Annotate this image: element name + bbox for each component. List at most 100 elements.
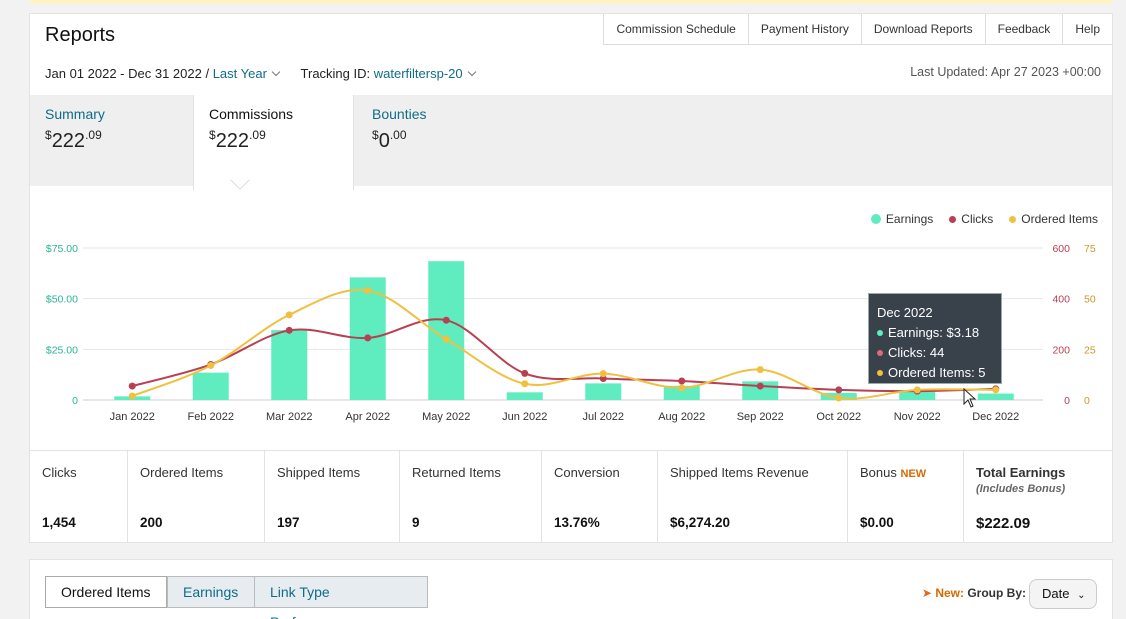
stat-total-earnings: Total Earnings (Includes Bonus) $222.09 [976, 465, 1066, 532]
left-axis-tick: $75.00 [46, 243, 78, 255]
tab-link-type-performance[interactable]: Link Type Performance [254, 576, 428, 619]
tab-label: Bounties [372, 106, 427, 122]
right-axis-clicks-tick: 0 [1064, 395, 1070, 407]
tab-bounties[interactable]: Bounties $0.00 [357, 95, 507, 190]
last-updated: Last Updated: Apr 27 2023 +00:00 [910, 65, 1101, 79]
tracking-label: Tracking ID: [300, 66, 371, 81]
tab-amount: $222.09 [45, 128, 102, 152]
mouse-cursor-icon [963, 388, 977, 408]
help-link[interactable]: Help [1062, 14, 1112, 45]
ordered-items-point [521, 380, 529, 388]
tab-summary[interactable]: Summary $222.09 [30, 95, 193, 190]
stat-conversion: Conversion 13.76% [542, 451, 658, 543]
earnings-bar [977, 393, 1014, 400]
x-axis-tick: Jul 2022 [582, 411, 624, 423]
new-badge: NEW [900, 468, 927, 480]
chevron-down-icon[interactable] [467, 67, 476, 77]
legend-clicks[interactable]: Clicks [949, 212, 993, 226]
earnings-bar [271, 330, 308, 400]
earnings-bar [585, 383, 622, 400]
tab-ordered-items[interactable]: Ordered Items [45, 576, 167, 608]
ordered-items-line [131, 288, 996, 400]
date-range: Jan 01 2022 - Dec 31 2022 / [45, 66, 210, 81]
right-axis-clicks-tick: 400 [1052, 294, 1070, 306]
earnings-bar [192, 372, 229, 400]
stat-shipped-items: Shipped Items 197 [265, 451, 400, 543]
ordered-items-point [442, 335, 450, 343]
clicks-point [835, 386, 843, 394]
clicks-point [128, 382, 136, 390]
earnings-bar [663, 385, 700, 400]
left-axis-tick: $50.00 [46, 294, 78, 306]
ordered-items-point [835, 394, 843, 402]
tab-earnings[interactable]: Earnings [167, 576, 255, 608]
clicks-point [442, 316, 450, 324]
x-axis-tick: Dec 2022 [972, 411, 1019, 423]
x-axis-tick: Jan 2022 [110, 411, 155, 423]
chevron-down-icon: ⌄ [1077, 590, 1086, 601]
clicks-point [364, 334, 372, 342]
chevron-down-icon[interactable] [271, 67, 281, 77]
stat-bonus: Bonus NEW $0.00 [848, 451, 964, 543]
tooltip-ordered: Ordered Items: 5 [888, 365, 986, 380]
tooltip-clicks: Clicks: 44 [888, 345, 945, 360]
rocket-icon: ➤ [921, 586, 932, 600]
legend-ordered-items[interactable]: Ordered Items [1009, 212, 1098, 226]
x-axis-tick: Apr 2022 [345, 411, 390, 423]
ordered-items-point [364, 287, 372, 295]
tab-commissions[interactable]: Commissions $222.09 [193, 95, 354, 190]
x-axis-tick: Oct 2022 [816, 411, 861, 423]
stat-returned-items: Returned Items 9 [400, 451, 542, 543]
right-axis-clicks-tick: 600 [1052, 243, 1070, 255]
ordered-items-point [913, 386, 921, 394]
clicks-point [756, 382, 764, 390]
stats-row: Clicks 1,454 Ordered Items 200 Shipped Ite… [30, 450, 1112, 543]
page-title: Reports [45, 24, 116, 46]
ordered-items-point [678, 384, 686, 392]
stat-clicks: Clicks 1,454 [30, 451, 128, 543]
group-by-select[interactable]: Date ⌄ [1029, 579, 1097, 609]
right-axis-items-tick: 50 [1084, 294, 1096, 306]
earnings-bar [899, 391, 936, 400]
period-selector[interactable]: Last Year [212, 66, 267, 81]
group-by: ➤ New: Group By: [922, 586, 1026, 600]
feedback-link[interactable]: Feedback [984, 14, 1063, 45]
new-label: New: [935, 586, 964, 600]
ordered-items-point [285, 311, 293, 319]
commission-schedule-link[interactable]: Commission Schedule [603, 14, 748, 45]
x-axis-tick: Sep 2022 [737, 411, 784, 423]
report-links: Commission Schedule Payment History Down… [603, 14, 1112, 45]
ordered-items-point [992, 386, 1000, 394]
right-axis-items-tick: 75 [1084, 243, 1096, 255]
left-axis-tick: 0 [72, 395, 78, 407]
download-reports-link[interactable]: Download Reports [860, 14, 985, 45]
reports-card: Reports Commission Schedule Payment Hist… [29, 13, 1113, 543]
tracking-id-selector[interactable]: waterfiltersp-20 [373, 66, 463, 81]
x-axis-tick: Jun 2022 [502, 411, 547, 423]
clicks-point [678, 377, 686, 385]
earnings-bar [506, 392, 543, 400]
ordered-items-point [756, 366, 764, 374]
bottom-panel: Ordered Items Earnings Link Type Perform… [29, 559, 1113, 619]
payment-history-link[interactable]: Payment History [747, 14, 861, 45]
group-by-label: Group By: [967, 586, 1026, 600]
x-axis-tick: Nov 2022 [894, 411, 941, 423]
ordered-items-point [207, 362, 215, 370]
x-axis-tick: May 2022 [422, 411, 470, 423]
chart-legend: Earnings Clicks Ordered Items [870, 212, 1098, 226]
tooltip-title: Dec 2022 [877, 305, 933, 320]
chart-tooltip: Dec 2022 Earnings: $3.18 Clicks: 44 Orde… [868, 293, 1002, 384]
tooltip-earnings: Earnings: $3.18 [888, 325, 980, 340]
tab-label: Summary [45, 106, 105, 122]
x-axis-tick: Mar 2022 [266, 411, 312, 423]
stat-ordered-items: Ordered Items 200 [128, 451, 265, 543]
summary-tabs: Summary $222.09 Commissions $222.09 Boun… [30, 95, 1112, 190]
x-axis-tick: Aug 2022 [658, 411, 705, 423]
clicks-point [599, 374, 607, 382]
tab-label: Commissions [209, 106, 294, 122]
right-axis-items-tick: 0 [1084, 395, 1090, 407]
earnings-chart: $75.00 600 75 $50.00 400 50 $25.00 200 25 0 0 0 Jan … [46, 243, 1096, 423]
clicks-point [521, 369, 529, 377]
legend-earnings[interactable]: Earnings [870, 212, 933, 226]
ordered-items-point [599, 370, 607, 378]
